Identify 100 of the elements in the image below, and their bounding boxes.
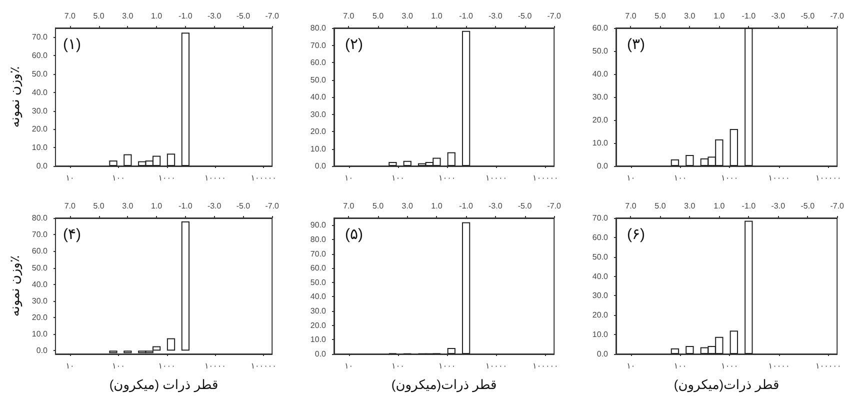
x-tick-label: ۱۰۰۰ <box>438 362 456 370</box>
y-tick-label: 20.0 <box>32 124 48 134</box>
x-axis-title: قطر ذرات (میکرون) <box>109 377 218 393</box>
y-tick-label: 70.0 <box>32 230 48 240</box>
x2-tick-label: 1.0 <box>714 202 726 210</box>
y-tick-label: 70.0 <box>32 32 48 42</box>
y-tick-label: 60.0 <box>310 264 327 273</box>
x-tick-label: ۱۰۰ <box>392 362 404 370</box>
y-tick-label: 30.0 <box>32 296 48 306</box>
y-tick-label: 0.0 <box>36 162 48 170</box>
x-tick-label: ۱۰۰۰ <box>438 174 456 182</box>
x-tick-label: ۱۰۰ <box>392 174 404 182</box>
x2-tick-label: 3.0 <box>122 202 134 210</box>
x-tick-label: ۱۰۰۰۰ <box>768 362 790 370</box>
x2-tick-label: -5.0 <box>236 12 251 20</box>
y-tick-label: 40.0 <box>310 292 327 302</box>
x-tick-label: ۱۰۰۰۰ <box>486 362 508 370</box>
x2-tick-label: 7.0 <box>625 12 637 20</box>
y-tick-label: 20.0 <box>310 127 327 136</box>
y-tick-label: 60.0 <box>310 58 327 67</box>
text: (۱) <box>63 36 82 53</box>
y-tick-label: 60.0 <box>32 246 48 256</box>
x-tick-label: ۱۰ <box>66 362 74 370</box>
x2-tick-label: -7.0 <box>265 202 280 210</box>
y-tick-label: 40.0 <box>32 88 48 97</box>
x2-tick-label: -1.0 <box>459 12 474 20</box>
x-tick-label: ۱۰۰۰۰ <box>204 174 226 182</box>
x2-tick-label: 1.0 <box>151 202 163 210</box>
x2-tick-label: 3.0 <box>122 12 134 20</box>
x2-tick-label: -5.0 <box>518 202 532 210</box>
x2-tick-label: 5.0 <box>654 12 666 20</box>
y-tick-label: 0.0 <box>314 162 327 170</box>
x-tick-label: ۱۰۰۰۰۰ <box>250 362 276 370</box>
x2-tick-label: 5.0 <box>654 202 666 210</box>
x2-tick-label: -3.0 <box>488 12 503 20</box>
y-tick-label: 0.0 <box>36 346 48 356</box>
x2-tick-label: 1.0 <box>714 12 726 20</box>
y-tick-label: 60.0 <box>592 232 609 242</box>
y-tick-label: 30.0 <box>592 291 609 300</box>
x2-tick-label: -3.0 <box>771 12 786 20</box>
x-tick-label: ۱۰ <box>626 362 636 370</box>
y-tick-label: 10.0 <box>592 138 609 148</box>
text: (۶) <box>627 226 646 243</box>
y-tick-label: 50.0 <box>310 278 327 287</box>
x2-tick-label: -3.0 <box>207 12 222 20</box>
x-tick-label: ۱۰۰۰۰۰ <box>816 362 842 370</box>
y-tick-label: 80.0 <box>310 234 327 244</box>
y-tick-label: 50.0 <box>310 75 327 84</box>
x2-tick-label: -7.0 <box>830 202 845 210</box>
y-tick-label: 50.0 <box>592 46 609 56</box>
x-tick-label: ۱۰ <box>344 362 354 370</box>
x-tick-label: ۱۰۰۰۰۰ <box>532 362 558 370</box>
x2-tick-label: 3.0 <box>402 12 414 20</box>
x-tick-label: ۱۰۰۰۰۰ <box>816 174 842 182</box>
x-tick-label: ۱۰۰۰۰ <box>204 362 226 370</box>
y-axis-title: وزن نمونه٪ <box>7 66 23 128</box>
text: (۵) <box>345 226 364 243</box>
x2-tick-label: 1.0 <box>431 12 443 20</box>
y-tick-label: 20.0 <box>592 310 609 320</box>
x2-tick-label: -1.0 <box>742 202 756 210</box>
y-tick-label: 10.0 <box>310 144 327 154</box>
y-tick-label: 30.0 <box>32 106 48 116</box>
x2-tick-label: -1.0 <box>459 202 474 210</box>
y-tick-label: 60.0 <box>32 51 48 60</box>
y-tick-label: 50.0 <box>32 263 48 272</box>
y-tick-label: 30.0 <box>592 92 609 102</box>
x2-tick-label: 7.0 <box>343 12 355 20</box>
y-tick-label: 0.0 <box>314 350 327 358</box>
x2-tick-label: 1.0 <box>151 12 163 20</box>
x-tick-label: ۱۰۰۰۰۰ <box>250 174 276 182</box>
x-tick-label: ۱۰ <box>66 174 74 182</box>
x2-tick-label: -3.0 <box>771 202 786 210</box>
x-tick-label: ۱۰ <box>344 174 354 182</box>
text: (۴) <box>63 226 82 243</box>
text: (۳) <box>627 36 646 53</box>
x2-tick-label: 3.0 <box>684 12 696 20</box>
x2-tick-label: 3.0 <box>684 202 696 210</box>
y-tick-label: 50.0 <box>592 252 609 262</box>
x2-tick-label: -1.0 <box>742 12 756 20</box>
text: (۲) <box>345 36 364 53</box>
y-tick-label: 50.0 <box>32 70 48 78</box>
x2-tick-label: -5.0 <box>236 202 251 210</box>
x2-tick-label: -7.0 <box>265 12 280 20</box>
x2-tick-label: -3.0 <box>207 202 222 210</box>
x2-tick-label: -3.0 <box>488 202 503 210</box>
x-axis-title: قطر ذرات(میکرون) <box>391 377 497 393</box>
x-tick-label: ۱۰۰۰ <box>721 174 738 182</box>
x-tick-label: ۱۰۰۰ <box>721 362 738 370</box>
x2-tick-label: 5.0 <box>93 202 105 210</box>
y-tick-label: 70.0 <box>592 214 609 222</box>
x2-tick-label: 5.0 <box>93 12 105 20</box>
y-tick-label: 0.0 <box>596 350 609 358</box>
x-tick-label: ۱۰۰۰۰ <box>486 174 508 182</box>
y-tick-label: 90.0 <box>310 220 327 230</box>
x-tick-label: ۱۰۰۰ <box>158 362 176 370</box>
x-tick-label: ۱۰۰۰۰۰ <box>532 174 558 182</box>
y-tick-label: 40.0 <box>592 70 609 78</box>
x-tick-label: ۱۰۰ <box>112 174 125 182</box>
y-tick-label: 40.0 <box>592 272 609 281</box>
x2-tick-label: -7.0 <box>547 202 562 210</box>
